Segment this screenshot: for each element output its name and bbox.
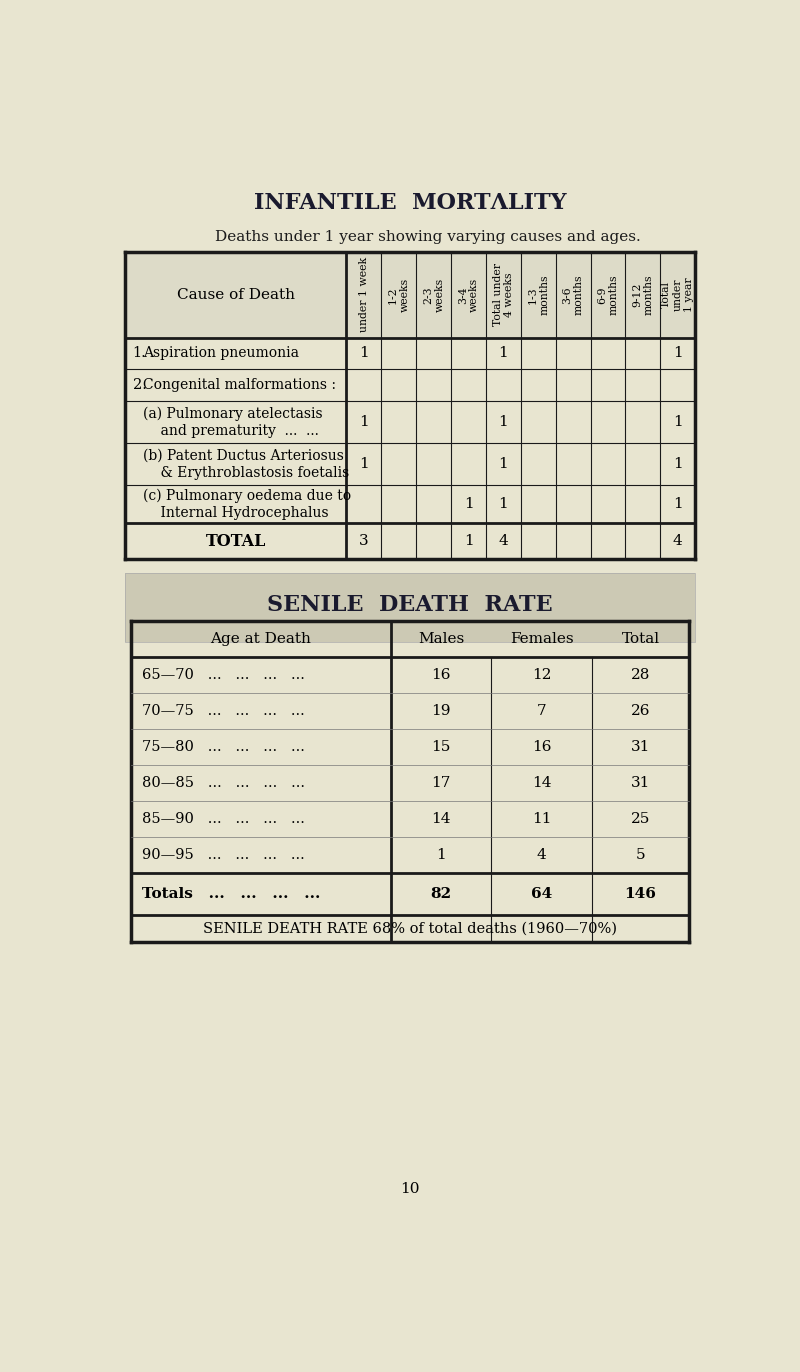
Text: 12: 12 <box>532 668 551 682</box>
Text: Deaths under 1 year showing varying causes and ages.: Deaths under 1 year showing varying caus… <box>214 230 641 244</box>
Text: Females: Females <box>510 632 574 646</box>
Text: Total under
4 weeks: Total under 4 weeks <box>493 263 514 327</box>
Text: 65—70   ...   ...   ...   ...: 65—70 ... ... ... ... <box>142 668 305 682</box>
Text: 1.: 1. <box>133 346 146 361</box>
Text: 80—85   ...   ...   ...   ...: 80—85 ... ... ... ... <box>142 777 305 790</box>
Text: 1: 1 <box>498 346 508 361</box>
Bar <box>125 572 695 642</box>
Text: Total
under
1 year: Total under 1 year <box>661 277 694 311</box>
Text: 4: 4 <box>498 534 508 549</box>
Text: 31: 31 <box>631 741 650 755</box>
Text: 146: 146 <box>625 888 657 901</box>
Text: Cause of Death: Cause of Death <box>177 288 294 302</box>
Text: 11: 11 <box>532 812 551 826</box>
Text: 6-9
months: 6-9 months <box>598 274 619 316</box>
Text: 9-12
months: 9-12 months <box>632 274 654 316</box>
Text: Aspiration pneumonia: Aspiration pneumonia <box>143 346 299 361</box>
Text: 1: 1 <box>436 848 446 862</box>
Text: (a) Pulmonary atelectasis
    and prematurity  ...  ...: (a) Pulmonary atelectasis and prematurit… <box>143 406 323 438</box>
Text: 64: 64 <box>531 888 552 901</box>
Text: SENILE DEATH RATE 68% of total deaths (1960—70%): SENILE DEATH RATE 68% of total deaths (1… <box>203 922 617 936</box>
Text: 85—90   ...   ...   ...   ...: 85—90 ... ... ... ... <box>142 812 305 826</box>
Text: (c) Pulmonary oedema due to
    Internal Hydrocephalus: (c) Pulmonary oedema due to Internal Hyd… <box>143 488 351 520</box>
Text: Males: Males <box>418 632 464 646</box>
Text: 1: 1 <box>673 416 682 429</box>
Text: 15: 15 <box>431 741 450 755</box>
Text: 19: 19 <box>431 704 450 719</box>
Text: Totals   ...   ...   ...   ...: Totals ... ... ... ... <box>142 888 320 901</box>
Text: 2-3
weeks: 2-3 weeks <box>423 277 445 311</box>
Text: 1-3
months: 1-3 months <box>527 274 549 316</box>
Bar <box>125 572 695 642</box>
Text: 82: 82 <box>430 888 451 901</box>
Text: 1: 1 <box>498 416 508 429</box>
Text: Age at Death: Age at Death <box>210 632 311 646</box>
Text: INFANTILE  MORTΛLITY: INFANTILE MORTΛLITY <box>254 192 566 214</box>
Text: 2.: 2. <box>133 377 146 392</box>
Text: Congenital malformations :: Congenital malformations : <box>143 377 336 392</box>
Text: 14: 14 <box>431 812 450 826</box>
Text: 10: 10 <box>400 1181 420 1196</box>
Text: 1: 1 <box>498 497 508 512</box>
Text: 14: 14 <box>532 777 551 790</box>
Text: 16: 16 <box>431 668 450 682</box>
Text: 1: 1 <box>359 346 369 361</box>
Text: 1: 1 <box>673 457 682 471</box>
Text: 25: 25 <box>631 812 650 826</box>
Text: 4: 4 <box>537 848 546 862</box>
Text: 31: 31 <box>631 777 650 790</box>
Text: 7: 7 <box>537 704 546 719</box>
Text: (b) Patent Ductus Arteriosus
    & Erythroblastosis foetalis: (b) Patent Ductus Arteriosus & Erythrobl… <box>143 449 350 480</box>
Text: 17: 17 <box>431 777 450 790</box>
Text: 90—95   ...   ...   ...   ...: 90—95 ... ... ... ... <box>142 848 305 862</box>
Text: 3: 3 <box>359 534 369 549</box>
Text: SENILE  DEATH  RATE: SENILE DEATH RATE <box>267 594 553 616</box>
Text: 3-6
months: 3-6 months <box>562 274 584 316</box>
Text: 70—75   ...   ...   ...   ...: 70—75 ... ... ... ... <box>142 704 305 719</box>
Text: 75—80   ...   ...   ...   ...: 75—80 ... ... ... ... <box>142 741 305 755</box>
Text: 1: 1 <box>359 457 369 471</box>
Text: TOTAL: TOTAL <box>206 532 266 550</box>
Text: under 1 week: under 1 week <box>359 257 369 332</box>
Text: 1: 1 <box>464 534 474 549</box>
Text: 16: 16 <box>532 741 551 755</box>
Text: 1: 1 <box>464 497 474 512</box>
Text: 26: 26 <box>631 704 650 719</box>
Text: Total: Total <box>622 632 660 646</box>
Text: 1: 1 <box>673 346 682 361</box>
Text: 1: 1 <box>359 416 369 429</box>
Text: 4: 4 <box>673 534 682 549</box>
Text: 1-2
weeks: 1-2 weeks <box>388 277 410 311</box>
Text: 1: 1 <box>498 457 508 471</box>
Bar <box>125 251 695 338</box>
Text: 5: 5 <box>636 848 646 862</box>
Text: 28: 28 <box>631 668 650 682</box>
Text: 1: 1 <box>673 497 682 512</box>
Text: 3-4
weeks: 3-4 weeks <box>458 277 479 311</box>
